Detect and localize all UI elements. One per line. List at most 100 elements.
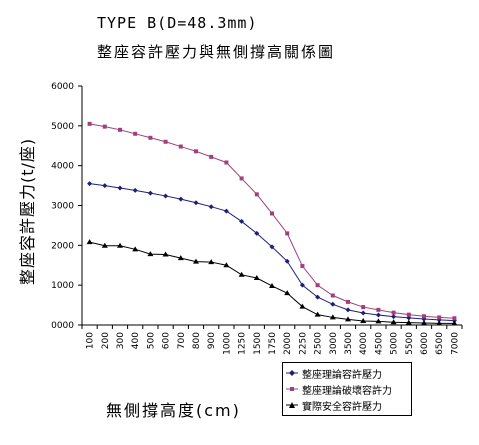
data-point [452, 316, 457, 321]
x-tick-label: 1250 [238, 332, 248, 355]
x-tick-label: 6500 [435, 332, 445, 355]
data-point [118, 127, 122, 132]
data-point [300, 264, 305, 269]
data-point [315, 294, 321, 300]
data-point [163, 139, 168, 144]
data-point [360, 318, 367, 324]
x-tick-label: 4500 [374, 332, 384, 355]
x-tick-label: 100 [86, 332, 96, 349]
x-tick-label: 300 [116, 332, 126, 349]
square-marker-icon [286, 384, 298, 394]
series-line [89, 241, 455, 324]
data-point [269, 282, 275, 288]
legend-item: 實際安全容許壓力 [286, 397, 408, 413]
data-point [285, 231, 290, 236]
legend-label: 整座理論容許壓力 [302, 369, 382, 381]
x-tick-label: 800 [192, 332, 202, 349]
data-point [253, 274, 260, 280]
data-point [178, 196, 184, 202]
x-tick-label: 7000 [450, 332, 460, 355]
data-point [133, 131, 138, 136]
data-point [132, 187, 138, 193]
data-point [86, 239, 93, 245]
x-tick-label: 700 [177, 332, 187, 349]
data-point [329, 314, 336, 320]
x-tick-label: 5500 [405, 332, 415, 355]
data-point [193, 200, 199, 206]
data-point [330, 301, 336, 307]
data-point [177, 255, 184, 261]
series-line [89, 123, 455, 319]
data-point [437, 315, 442, 320]
data-point [361, 305, 366, 310]
data-point [299, 303, 306, 309]
data-point [162, 251, 169, 257]
data-point [147, 251, 154, 257]
data-point [87, 181, 93, 187]
y-tick-label: 1000 [51, 281, 74, 291]
data-point [269, 244, 275, 250]
x-tick-label: 6000 [420, 332, 430, 355]
data-point [239, 218, 245, 224]
y-tick-label: 6000 [51, 82, 74, 92]
data-point [238, 271, 245, 277]
data-point [102, 183, 108, 189]
data-point [330, 293, 335, 298]
data-point [117, 242, 123, 248]
y-tick-label: 5000 [51, 122, 74, 132]
data-point [405, 319, 412, 325]
x-tick-label: 1000 [222, 332, 232, 355]
data-point [360, 310, 366, 316]
legend: 整座理論容許壓力 整座理論破壞容許力 實際安全容許壓力 [282, 362, 412, 416]
data-point [254, 192, 259, 197]
x-tick-label: 3000 [329, 332, 339, 355]
chart-title: 整座容許壓力與無側撐高關係圖 [97, 43, 336, 61]
data-point [163, 193, 169, 199]
data-point [224, 160, 229, 165]
data-point [422, 314, 426, 319]
data-point [87, 121, 92, 126]
data-point [375, 312, 381, 318]
data-point [284, 258, 290, 264]
y-tick-label: 4000 [51, 162, 74, 172]
data-point [178, 144, 183, 149]
data-point [102, 124, 107, 129]
data-point [345, 307, 351, 313]
data-point [117, 185, 123, 191]
triangle-marker-icon [286, 400, 298, 410]
data-point [346, 299, 350, 304]
data-point [451, 320, 458, 326]
x-tick-label: 2000 [283, 332, 293, 355]
y-tick-label: 0000 [51, 321, 74, 331]
x-tick-label: 5000 [390, 332, 400, 355]
data-point [208, 204, 214, 210]
data-point [391, 310, 396, 315]
data-point [223, 208, 229, 214]
x-tick-label: 4000 [359, 332, 369, 355]
legend-label: 整座理論破壞容許力 [302, 385, 392, 397]
x-tick-label: 400 [131, 332, 141, 349]
data-point [314, 311, 321, 317]
x-tick-label: 2500 [314, 332, 324, 355]
diamond-marker-icon [286, 368, 298, 378]
x-tick-label: 500 [146, 332, 156, 349]
x-tick-label: 2250 [298, 332, 308, 355]
data-point [147, 190, 153, 196]
data-point [421, 320, 427, 326]
legend-item: 整座理論破壞容許力 [286, 381, 408, 397]
data-point [345, 316, 351, 322]
data-point [315, 283, 320, 288]
data-point [284, 290, 291, 296]
x-tick-label: 1500 [253, 332, 263, 355]
x-tick-label: 200 [101, 332, 111, 349]
y-tick-label: 2000 [51, 241, 74, 251]
data-point [436, 320, 443, 326]
y-tick-label: 3000 [51, 202, 74, 212]
x-axis-label: 無側撐高度(cm) [106, 401, 241, 420]
data-point [223, 262, 230, 268]
data-point [194, 149, 198, 154]
chart-subtitle: TYPE B(D=48.3mm) [97, 14, 258, 32]
data-point [299, 282, 305, 288]
